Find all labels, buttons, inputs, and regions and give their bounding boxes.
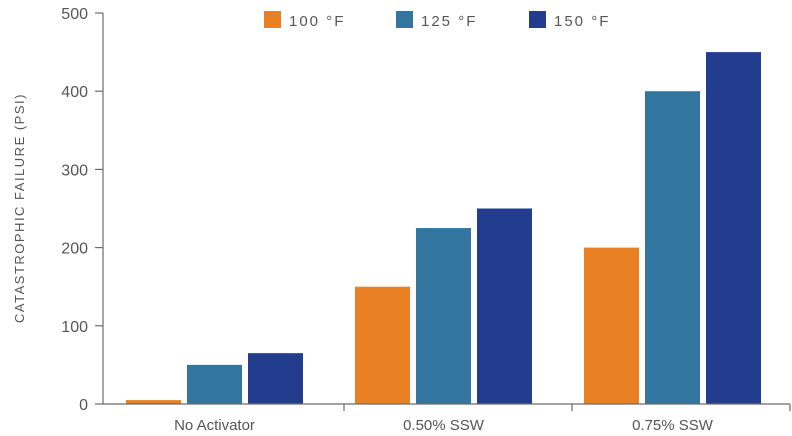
- x-axis: No Activator 0.50% SSW 0.75% SSW: [174, 417, 714, 434]
- legend-label: 100 °F: [289, 13, 345, 30]
- legend-label: 150 °F: [554, 13, 610, 30]
- legend-label: 125 °F: [421, 13, 477, 30]
- bar-1-2: [645, 91, 700, 404]
- y-tick-label: 0: [79, 397, 88, 414]
- bar-2-0: [248, 353, 303, 404]
- bar-0-0: [126, 400, 181, 404]
- y-tick-label: 500: [61, 6, 88, 23]
- bar-2-2: [706, 52, 761, 404]
- y-tick-label: 100: [61, 319, 88, 336]
- bar-1-0: [187, 364, 242, 404]
- bar-2-1: [477, 208, 532, 404]
- legend: 100 °F 125 °F 150 °F: [264, 11, 610, 30]
- axes: [102, 13, 791, 411]
- y-tick-label: 300: [61, 162, 88, 179]
- legend-swatch: [396, 11, 413, 28]
- y-axis-title: CATASTROPHIC FAILURE (PSI): [12, 93, 27, 323]
- bar-1-1: [416, 228, 471, 404]
- legend-swatch: [264, 11, 281, 28]
- x-tick-label: 0.75% SSW: [632, 417, 714, 434]
- x-tick-label: 0.50% SSW: [403, 417, 485, 434]
- bar-0-2: [584, 247, 639, 404]
- y-tick-label: 200: [61, 241, 88, 258]
- bars: [126, 52, 761, 404]
- x-tick-label: No Activator: [174, 417, 255, 434]
- y-tick-label: 400: [61, 84, 88, 101]
- legend-swatch: [529, 11, 546, 28]
- y-axis: 0 100 200 300 400 500: [61, 6, 103, 414]
- bar-0-1: [355, 286, 410, 404]
